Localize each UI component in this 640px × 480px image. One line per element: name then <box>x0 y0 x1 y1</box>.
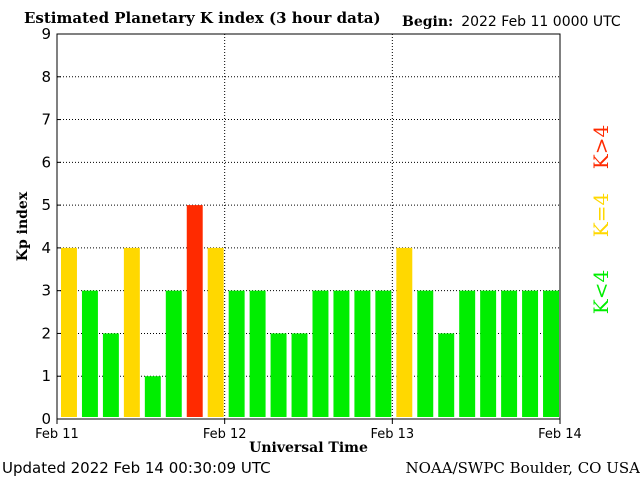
kp-bar <box>270 333 287 417</box>
kp-bar <box>144 376 161 417</box>
y-tick-label: 0 <box>41 410 51 428</box>
kp-bar <box>333 290 350 417</box>
kp-bar <box>81 290 98 417</box>
kp-bar <box>186 205 203 417</box>
kp-bar <box>165 290 182 417</box>
updated-timestamp: Updated 2022 Feb 14 00:30:09 UTC <box>2 459 271 477</box>
begin-value: 2022 Feb 11 0000 UTC <box>461 14 621 30</box>
kp-bar <box>543 290 559 417</box>
y-axis: 0 1 2 3 4 5 6 7 8 9 <box>41 25 61 428</box>
kp-bar <box>354 290 371 417</box>
chart-title: Estimated Planetary K index (3 hour data… <box>24 9 381 27</box>
x-tick-label: Feb 14 <box>538 427 582 442</box>
y-tick-label: 8 <box>41 68 51 86</box>
plot-frame <box>56 33 561 420</box>
kp-bar <box>249 290 266 417</box>
bars <box>61 205 559 417</box>
kp-bar <box>438 333 455 417</box>
kp-bar <box>480 290 497 417</box>
legend: K>4 K=4 K<4 <box>589 125 613 314</box>
x-tick-label: Feb 11 <box>35 427 79 442</box>
kp-bar <box>61 247 77 417</box>
kp-bar <box>501 290 518 417</box>
begin-time: Begin: 2022 Feb 11 0000 UTC <box>402 14 621 30</box>
kp-bar <box>102 333 119 417</box>
y-tick-label: 5 <box>41 196 51 214</box>
x-axis-label: Universal Time <box>249 440 368 456</box>
kp-bar <box>123 247 140 417</box>
x-tick-label: Feb 12 <box>203 427 247 442</box>
begin-label: Begin: <box>402 14 454 30</box>
kp-bar <box>396 247 413 417</box>
gridlines <box>57 34 560 419</box>
x-axis: Feb 11 Feb 12 Feb 13 Feb 14 <box>35 419 582 442</box>
kp-bar <box>417 290 434 417</box>
legend-item: K>4 <box>589 125 613 169</box>
y-tick-label: 6 <box>41 153 51 171</box>
y-tick-label: 1 <box>41 367 51 385</box>
x-tick-label: Feb 13 <box>370 427 414 442</box>
kp-bar <box>375 290 392 417</box>
y-tick-label: 7 <box>41 111 51 129</box>
kp-bar <box>207 247 224 417</box>
legend-item: K<4 <box>589 270 613 314</box>
kp-bar <box>522 290 539 417</box>
y-tick-label: 9 <box>41 25 51 43</box>
kp-bar <box>291 333 308 417</box>
kp-bar <box>459 290 476 417</box>
kp-bar <box>228 290 245 417</box>
y-axis-label: Kp index <box>15 191 31 261</box>
kp-chart: 0 1 2 3 4 5 6 7 8 9 Feb 11 Feb 12 Feb 13 Feb 14 Univ… <box>15 25 613 456</box>
y-tick-label: 2 <box>41 324 51 342</box>
legend-item: K=4 <box>589 193 613 237</box>
kp-bar <box>312 290 329 417</box>
data-source: NOAA/SWPC Boulder, CO USA <box>405 459 640 477</box>
y-tick-label: 3 <box>41 282 51 300</box>
y-tick-label: 4 <box>41 239 51 257</box>
